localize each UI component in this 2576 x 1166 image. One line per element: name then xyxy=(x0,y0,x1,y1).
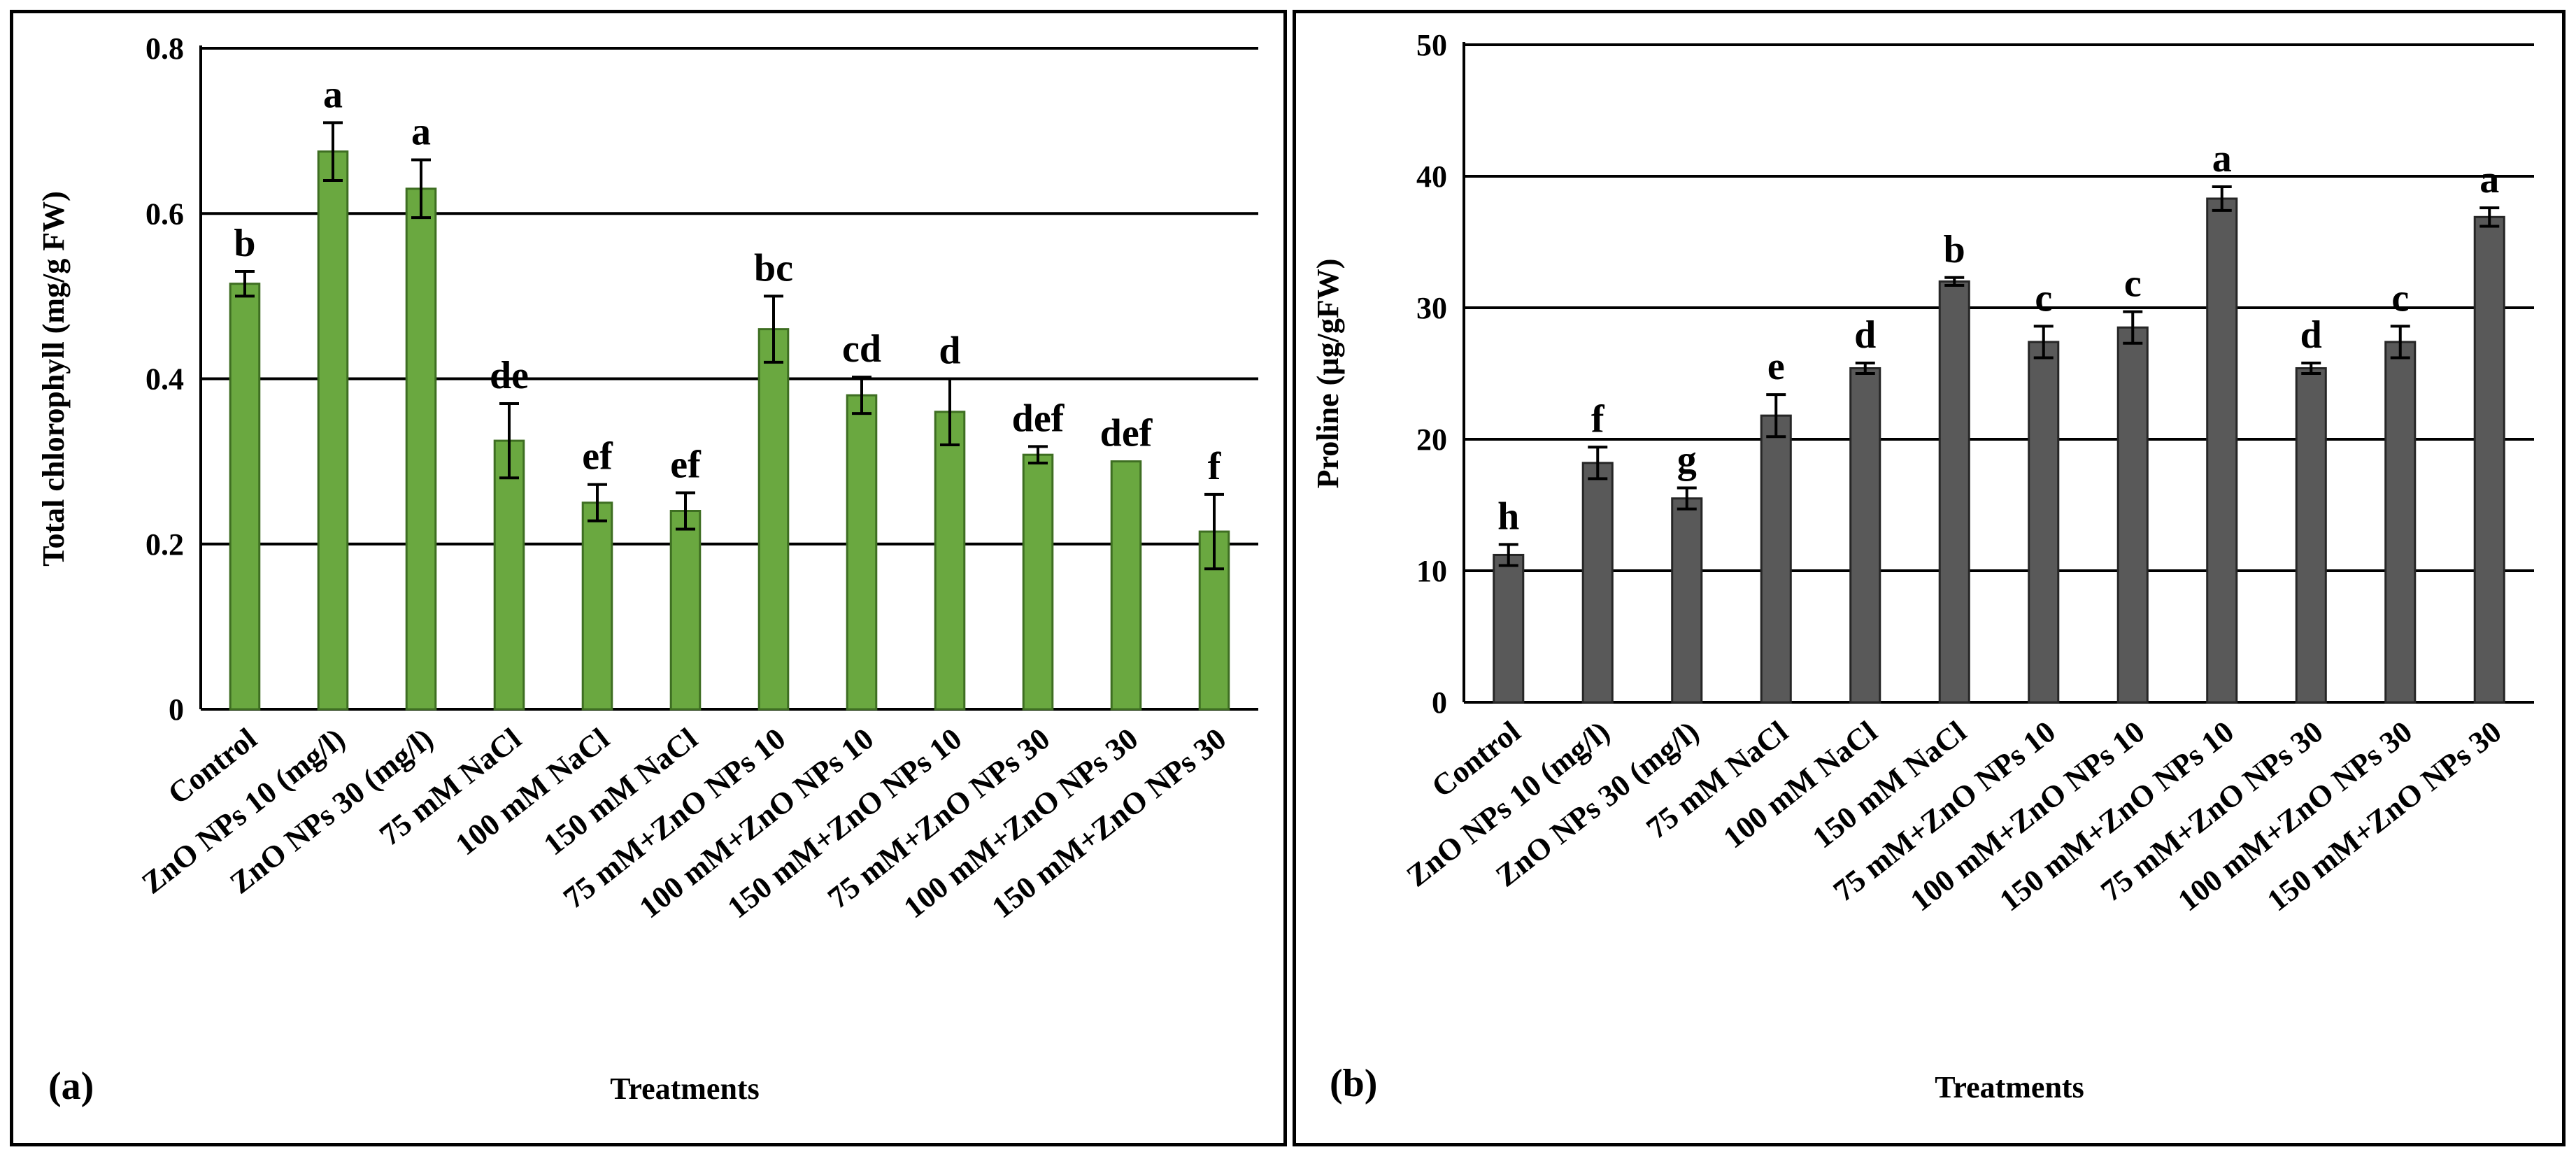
significance-letter: c xyxy=(2124,262,2142,306)
significance-letter: c xyxy=(2035,276,2052,320)
category-label: 100 mM NaCl xyxy=(1717,714,1884,855)
significance-letter: de xyxy=(490,354,529,397)
bar xyxy=(1493,553,1525,704)
significance-letter: b xyxy=(1944,228,1965,271)
bar xyxy=(757,328,790,711)
significance-letter: h xyxy=(1497,495,1519,538)
significance-letter: d xyxy=(2300,313,2322,357)
significance-letter: d xyxy=(1854,313,1876,357)
significance-letter: a xyxy=(2479,158,2499,201)
bar xyxy=(1760,414,1792,704)
bar xyxy=(1110,460,1142,711)
significance-letter: cd xyxy=(842,327,881,371)
y-tick-label: 0 xyxy=(1432,685,1447,720)
significance-letter: f xyxy=(1591,397,1605,441)
bar xyxy=(1581,462,1614,704)
y-tick-label: 0.2 xyxy=(145,527,184,562)
x-axis-title: Treatments xyxy=(610,1072,759,1106)
x-axis-title: Treatments xyxy=(1935,1070,2084,1104)
bar xyxy=(669,510,702,711)
bar xyxy=(317,150,349,711)
significance-letter: c xyxy=(2391,276,2409,320)
y-axis-title: Proline (µg/gFW) xyxy=(1311,259,1345,489)
significance-letter: bc xyxy=(754,246,793,290)
bar xyxy=(2473,215,2505,704)
bar xyxy=(229,283,261,711)
y-tick-label: 10 xyxy=(1416,554,1447,588)
bar xyxy=(2384,341,2417,704)
panel-b: 0 10 20 30 40 50 h Control f ZnO NPs 10 (mg/l) g Zn… xyxy=(1293,10,2566,1146)
bar xyxy=(581,502,613,711)
y-tick-label: 0.6 xyxy=(145,197,184,231)
bar xyxy=(846,394,878,711)
significance-letter: a xyxy=(411,110,431,153)
bar xyxy=(1938,280,1970,704)
y-tick-label: 0 xyxy=(169,692,184,727)
y-axis-title: Total chlorophyll (mg/g FW) xyxy=(36,191,71,567)
y-tick-label: 0.4 xyxy=(145,362,184,397)
category-label: 100 mM NaCl xyxy=(449,721,615,862)
significance-letter: e xyxy=(1767,345,1785,388)
y-tick-label: 50 xyxy=(1416,28,1447,62)
panel-a: 0 0.2 0.4 0.6 0.8 b Control a ZnO NPs 10 (mg/l) a… xyxy=(10,10,1287,1146)
y-tick-label: 30 xyxy=(1416,291,1447,325)
significance-letter: ef xyxy=(582,435,613,478)
significance-letter: f xyxy=(1208,445,1222,488)
significance-letter: a xyxy=(2212,137,2232,180)
panel-label: (b) xyxy=(1330,1062,1377,1105)
bar xyxy=(2116,326,2149,704)
significance-letter: def xyxy=(1012,397,1065,440)
bar xyxy=(1022,453,1054,711)
significance-letter: g xyxy=(1677,439,1697,482)
bar xyxy=(2206,197,2238,704)
significance-letter: b xyxy=(234,222,255,265)
bar xyxy=(2028,341,2060,704)
bar xyxy=(1849,367,1881,704)
significance-letter: d xyxy=(939,329,960,373)
panel-label: (a) xyxy=(48,1065,94,1108)
bar xyxy=(2295,367,2327,704)
y-tick-label: 40 xyxy=(1416,159,1447,194)
bar xyxy=(405,187,437,711)
y-tick-label: 20 xyxy=(1416,422,1447,457)
significance-letter: a xyxy=(323,73,343,116)
bar xyxy=(1671,497,1703,704)
bar xyxy=(934,411,966,711)
significance-letter: ef xyxy=(670,443,702,487)
significance-letter: def xyxy=(1100,412,1153,455)
y-tick-label: 0.8 xyxy=(145,31,184,66)
bar xyxy=(493,439,525,711)
